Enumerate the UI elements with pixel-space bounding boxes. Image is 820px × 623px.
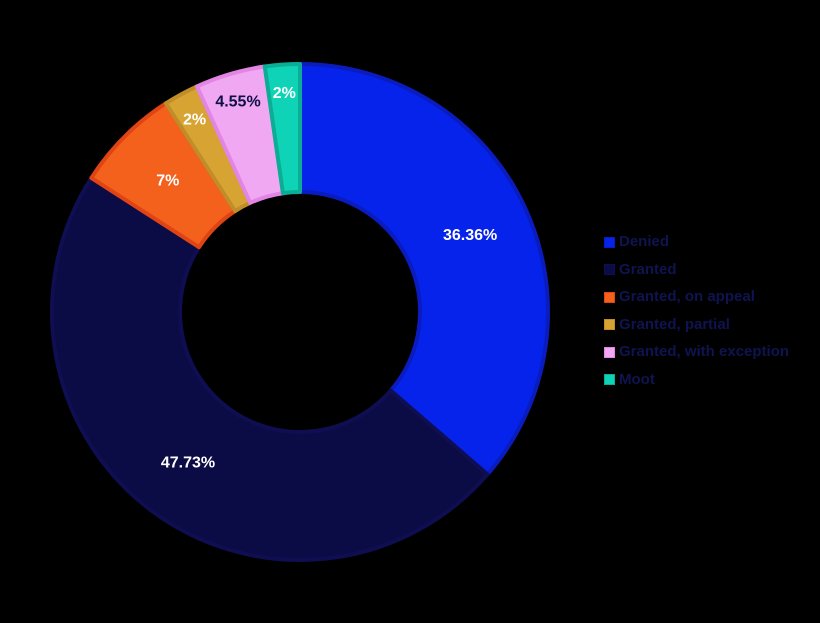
slice-percent-label-granted: 47.73%: [161, 454, 215, 471]
slice-percent-label-granted-with-exception: 4.55%: [215, 94, 260, 111]
legend-label-denied: Denied: [619, 233, 670, 250]
legend-swatch-icon-granted-partial: [604, 319, 615, 330]
pie-slice-moot[interactable]: [262, 62, 302, 196]
legend-item-granted-partial[interactable]: Granted, partial: [604, 315, 789, 333]
pie-slice-granted[interactable]: [50, 175, 490, 562]
legend-swatch-icon-granted-with-exception: [604, 346, 615, 358]
legend-swatch-icon-denied: [604, 236, 615, 248]
pie-slice-denied[interactable]: [298, 62, 550, 477]
legend-label-granted-partial: Granted, partial: [619, 315, 730, 333]
legend-label-granted-with-exception: Granted, with exception: [619, 343, 790, 360]
legend-item-denied[interactable]: Denied: [604, 234, 789, 250]
legend: Denied Granted Granted, on appeal Granted, …: [604, 234, 789, 399]
legend-label-granted: Granted: [619, 260, 677, 278]
legend-swatch-icon-granted-on-appeal: [604, 291, 615, 303]
legend-item-granted-with-exception[interactable]: Granted, with exception: [604, 344, 789, 360]
legend-item-granted[interactable]: Granted: [604, 260, 789, 278]
legend-item-moot[interactable]: Moot: [604, 370, 789, 388]
legend-item-granted-on-appeal[interactable]: Granted, on appeal: [604, 289, 789, 305]
slice-percent-label-granted-partial: 2%: [183, 112, 206, 129]
legend-label-granted-on-appeal: Granted, on appeal: [619, 288, 755, 305]
slice-percent-label-granted-on-appeal: 7%: [156, 172, 179, 189]
legend-label-moot: Moot: [619, 370, 655, 388]
legend-swatch-icon-moot: [604, 374, 615, 385]
legend-swatch-icon-granted: [604, 264, 615, 275]
slice-percent-label-moot: 2%: [273, 85, 296, 102]
slice-percent-label-denied: 36.36%: [443, 227, 497, 244]
